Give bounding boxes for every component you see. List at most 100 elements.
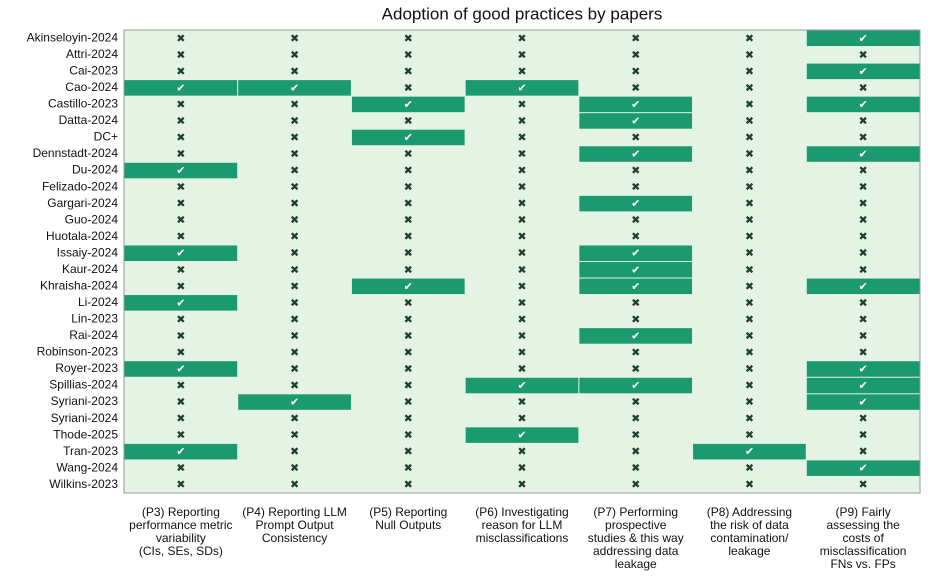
cell [806,311,920,328]
cell [238,113,351,129]
cell-glyph: ✖ [176,65,185,78]
cell [238,162,351,179]
cell [124,278,238,295]
cell [124,410,238,427]
column-label: studies & this way [588,531,684,545]
cell [351,278,465,295]
cell-glyph: ✖ [404,396,413,409]
cell [806,410,920,427]
cell-glyph: ✖ [517,197,526,210]
cell-glyph: ✖ [404,148,413,161]
cell [465,443,579,460]
cell [124,245,238,261]
cell [238,476,351,493]
cell [465,394,579,410]
cell [579,63,693,80]
cell-glyph: ✖ [176,148,185,161]
cell-glyph: ✖ [859,164,868,177]
cell-glyph: ✖ [290,32,299,45]
cell [124,47,238,63]
cell-glyph: ✖ [404,81,413,94]
cell-glyph: ✔ [631,247,640,260]
cell-glyph: ✖ [859,247,868,260]
cell-glyph: ✖ [176,329,185,342]
cell-glyph: ✖ [404,478,413,491]
cell [579,245,693,261]
cell [465,195,579,212]
cell [238,278,351,295]
cell-glyph: ✖ [745,181,754,194]
cell-glyph: ✖ [859,296,868,309]
cell-glyph: ✖ [404,313,413,326]
cell [693,328,806,344]
cell-glyph: ✖ [176,263,185,276]
column-label: FNs vs. FPs [830,557,895,571]
cell [693,63,806,80]
cell [238,311,351,328]
cell-glyph: ✖ [404,263,413,276]
cell-glyph: ✖ [745,81,754,94]
cell-glyph: ✖ [176,379,185,392]
cell-glyph: ✖ [517,346,526,359]
cell-glyph: ✖ [290,429,299,442]
cell-glyph: ✔ [859,379,868,392]
cell-glyph: ✖ [290,379,299,392]
cell [351,344,465,361]
cell-glyph: ✖ [745,131,754,144]
cell-glyph: ✔ [745,445,754,458]
cell [579,427,693,443]
row-label: Syriani-2024 [51,411,119,425]
cell [124,30,238,47]
cell-glyph: ✖ [176,131,185,144]
cell [124,460,238,476]
cell [806,262,920,278]
cell-glyph: ✖ [176,214,185,227]
cell-glyph: ✖ [631,396,640,409]
cell [238,394,351,410]
cell [124,179,238,195]
cell [465,410,579,427]
cell-glyph: ✖ [631,346,640,359]
cell [465,476,579,493]
cell-glyph: ✔ [404,98,413,111]
cell [238,377,351,394]
cell-glyph: ✖ [290,230,299,243]
cell [238,228,351,245]
cell-glyph: ✖ [745,65,754,78]
cell-glyph: ✖ [859,478,868,491]
cell [238,195,351,212]
cell-glyph: ✖ [631,362,640,375]
cell [238,427,351,443]
cell [465,96,579,113]
cell [806,146,920,162]
cell [806,80,920,96]
cell [579,295,693,311]
cell-glyph: ✖ [517,329,526,342]
cell [579,262,693,278]
cell [465,311,579,328]
cell [124,195,238,212]
cell-glyph: ✖ [404,214,413,227]
cell [238,295,351,311]
cell-glyph: ✖ [517,313,526,326]
column-label: misclassifications [476,531,569,545]
cell [465,262,579,278]
cell [579,228,693,245]
cell-glyph: ✖ [859,81,868,94]
cell [806,212,920,228]
cell [693,476,806,493]
cell-glyph: ✖ [631,429,640,442]
cell-glyph: ✖ [176,197,185,210]
cell [579,113,693,129]
cell-glyph: ✖ [176,280,185,293]
cell [351,47,465,63]
cell [465,245,579,261]
cell-glyph: ✖ [517,478,526,491]
cell-glyph: ✖ [745,412,754,425]
cell-glyph: ✖ [631,181,640,194]
cell-glyph: ✖ [404,247,413,260]
cell [124,295,238,311]
row-label: Kaur-2024 [62,262,118,276]
cell [579,460,693,476]
cell-glyph: ✖ [517,230,526,243]
